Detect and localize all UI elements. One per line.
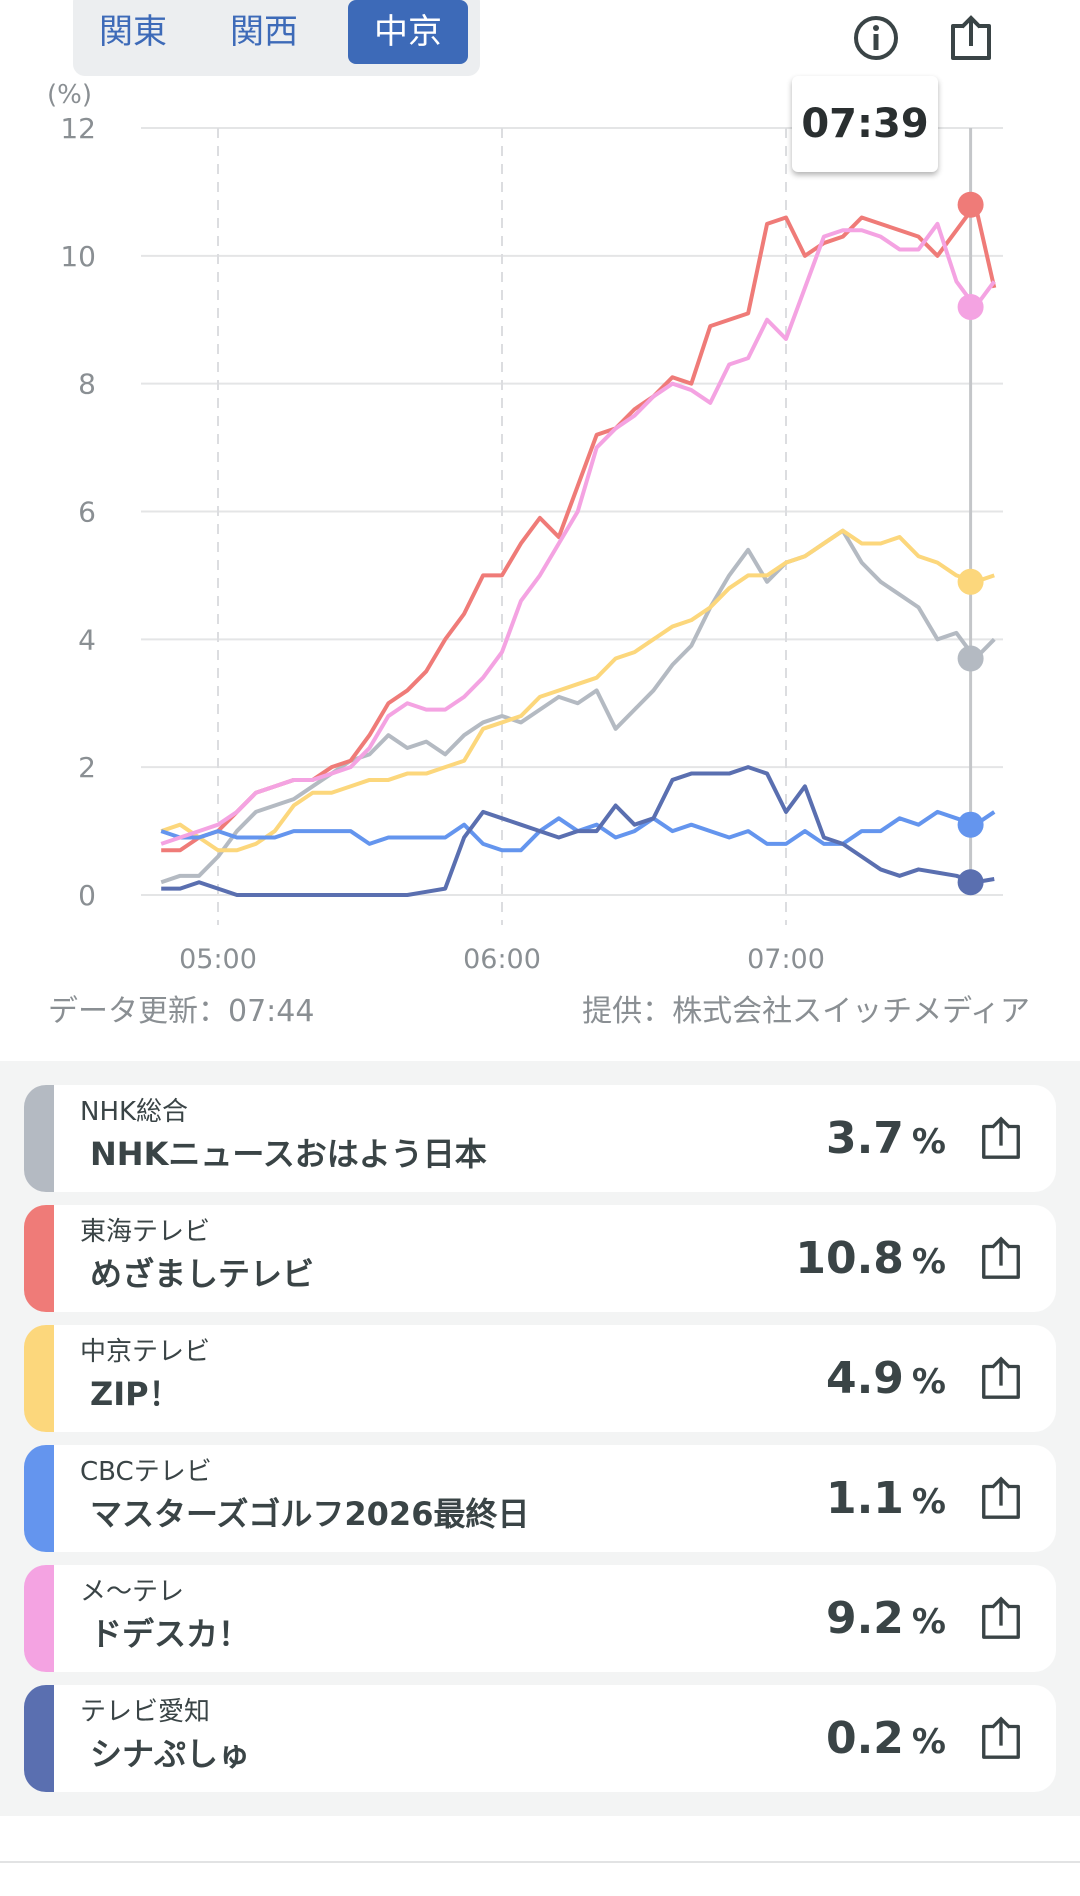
rating-number: 9.2 — [825, 1593, 904, 1644]
channel-name: 中京テレビ — [80, 1337, 211, 1367]
channel-name: テレビ愛知 — [80, 1697, 211, 1727]
channel-card[interactable]: テレビ愛知 シナぷしゅ 0.2% — [24, 1685, 1056, 1792]
ratings-chart[interactable]: 0 2 4 6 8 10 12(%) 05:00 06:00 07:00 — [0, 0, 1080, 980]
divider — [0, 1861, 1080, 1863]
tab-kanto[interactable]: 関東 — [99, 11, 167, 52]
rating-unit: % — [911, 1722, 946, 1762]
channel-card[interactable]: 中京テレビ ZIP！ 4.9% — [24, 1325, 1056, 1432]
channel-color-bar — [24, 1325, 54, 1432]
y-tick-label: 4 — [78, 623, 96, 656]
program-title: NHKニュースおはよう日本 — [90, 1135, 487, 1173]
y-tick-label: 10 — [60, 240, 96, 273]
rating-value: 4.9% — [826, 1353, 946, 1414]
share-icon[interactable] — [978, 1235, 1024, 1281]
tab-kansai[interactable]: 関西 — [230, 11, 298, 52]
rating-number: 0.2 — [825, 1713, 904, 1764]
channel-list: NHK総合 NHKニュースおはよう日本 3.7% 東海テレビ めざましテレビ 1… — [0, 1061, 1080, 1816]
series-line-NHK総合 — [160, 528, 996, 885]
cursor-marker — [957, 645, 984, 672]
rating-value: 3.7% — [826, 1113, 946, 1174]
cursor-marker — [957, 293, 984, 320]
rating-unit: % — [911, 1362, 946, 1402]
cursor-marker — [957, 568, 984, 595]
x-tick-label: 06:00 — [463, 944, 541, 975]
rating-unit: % — [911, 1482, 946, 1522]
share-icon[interactable] — [978, 1595, 1024, 1641]
channel-card[interactable]: メ～テレ ドデスカ！ 9.2% — [24, 1565, 1056, 1672]
share-icon[interactable] — [978, 1115, 1024, 1161]
channel-color-bar — [24, 1565, 54, 1672]
share-icon[interactable] — [978, 1355, 1024, 1401]
series-line-中京テレビ — [160, 528, 995, 853]
region-tabs: 関東 関西 中京 — [73, 0, 480, 76]
rating-unit: % — [911, 1122, 946, 1162]
data-provider: 提供：株式会社スイッチメディア — [582, 994, 1030, 1029]
cursor-time-tooltip: 07:39 — [792, 76, 938, 172]
rating-number: 10.8 — [795, 1233, 904, 1284]
share-icon[interactable] — [978, 1715, 1024, 1761]
channel-name: 東海テレビ — [80, 1217, 211, 1247]
cursor-marker — [957, 191, 984, 218]
y-tick-label: 6 — [78, 496, 96, 529]
info-icon[interactable] — [852, 14, 900, 62]
series-line-東海テレビ — [161, 202, 997, 853]
series-line-テレビ愛知 — [161, 765, 995, 897]
update-time: データ更新：07:44 — [48, 994, 315, 1029]
share-icon[interactable] — [978, 1475, 1024, 1521]
cursor-marker — [957, 869, 984, 896]
program-title: シナぷしゅ — [90, 1735, 251, 1773]
channel-color-bar — [24, 1685, 54, 1792]
channel-color-bar — [24, 1205, 54, 1312]
tab-chukyo[interactable]: 中京 — [348, 0, 468, 64]
rating-number: 3.7 — [825, 1113, 904, 1164]
rating-value: 0.2% — [826, 1713, 946, 1774]
channel-color-bar — [24, 1445, 54, 1552]
y-axis-label: (%) — [47, 80, 92, 110]
program-title: ZIP！ — [90, 1375, 181, 1413]
channel-name: NHK総合 — [80, 1097, 189, 1127]
channel-name: CBCテレビ — [80, 1457, 212, 1487]
rating-value: 10.8% — [795, 1233, 946, 1294]
rating-value: 1.1% — [826, 1473, 946, 1534]
x-tick-label: 05:00 — [179, 944, 257, 975]
rating-number: 1.1 — [825, 1473, 904, 1524]
rating-value: 9.2% — [826, 1593, 946, 1654]
channel-card[interactable]: NHK総合 NHKニュースおはよう日本 3.7% — [24, 1085, 1056, 1192]
y-tick-label: 0 — [78, 879, 96, 912]
rating-unit: % — [911, 1602, 946, 1642]
y-tick-label: 2 — [78, 751, 96, 784]
series-line-メ～テレ — [160, 221, 996, 846]
channel-card[interactable]: CBCテレビ マスターズゴルフ2026最終日 1.1% — [24, 1445, 1056, 1552]
channel-card[interactable]: 東海テレビ めざましテレビ 10.8% — [24, 1205, 1056, 1312]
rating-number: 4.9 — [825, 1353, 904, 1404]
y-tick-label: 12 — [60, 112, 96, 145]
rating-unit: % — [911, 1242, 946, 1282]
cursor-marker — [957, 811, 984, 838]
channel-color-bar — [24, 1085, 54, 1192]
channel-name: メ～テレ — [80, 1577, 185, 1607]
program-title: めざましテレビ — [90, 1255, 315, 1293]
share-icon[interactable] — [947, 14, 995, 62]
program-title: ドデスカ！ — [90, 1615, 251, 1653]
program-title: マスターズゴルフ2026最終日 — [90, 1495, 530, 1533]
x-tick-label: 07:00 — [747, 944, 825, 975]
y-tick-label: 8 — [78, 368, 96, 401]
